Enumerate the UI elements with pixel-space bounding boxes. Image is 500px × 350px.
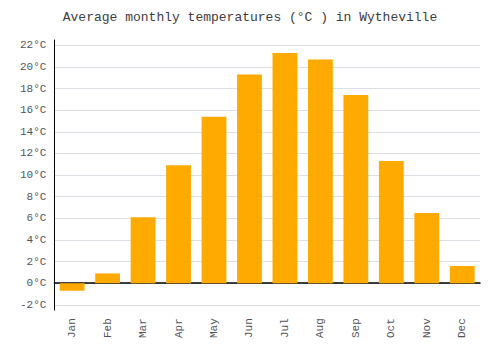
svg-text:Jan: Jan: [66, 318, 78, 338]
svg-text:Average monthly temperatures (: Average monthly temperatures (°C ) in Wy…: [63, 10, 437, 25]
svg-text:6°C: 6°C: [27, 212, 47, 224]
svg-text:Aug: Aug: [314, 318, 326, 338]
svg-text:4°C: 4°C: [27, 234, 47, 246]
svg-text:8°C: 8°C: [27, 191, 47, 203]
svg-text:-2°C: -2°C: [20, 299, 47, 311]
svg-text:Nov: Nov: [421, 318, 433, 338]
svg-text:May: May: [208, 318, 220, 338]
svg-text:20°C: 20°C: [20, 61, 47, 73]
svg-text:Mar: Mar: [137, 318, 149, 338]
svg-text:14°C: 14°C: [20, 126, 47, 138]
svg-text:18°C: 18°C: [20, 83, 47, 95]
svg-text:Jul: Jul: [279, 318, 291, 338]
svg-text:16°C: 16°C: [20, 104, 47, 116]
svg-text:22°C: 22°C: [20, 39, 47, 51]
svg-text:10°C: 10°C: [20, 169, 47, 181]
svg-text:Dec: Dec: [456, 318, 468, 338]
svg-text:Jun: Jun: [243, 318, 255, 338]
svg-text:Feb: Feb: [102, 318, 114, 338]
svg-text:0°C: 0°C: [27, 277, 47, 289]
svg-text:12°C: 12°C: [20, 147, 47, 159]
svg-text:Apr: Apr: [173, 318, 185, 338]
svg-text:2°C: 2°C: [27, 256, 47, 268]
svg-text:Oct: Oct: [385, 318, 397, 338]
svg-text:Sep: Sep: [350, 318, 362, 338]
